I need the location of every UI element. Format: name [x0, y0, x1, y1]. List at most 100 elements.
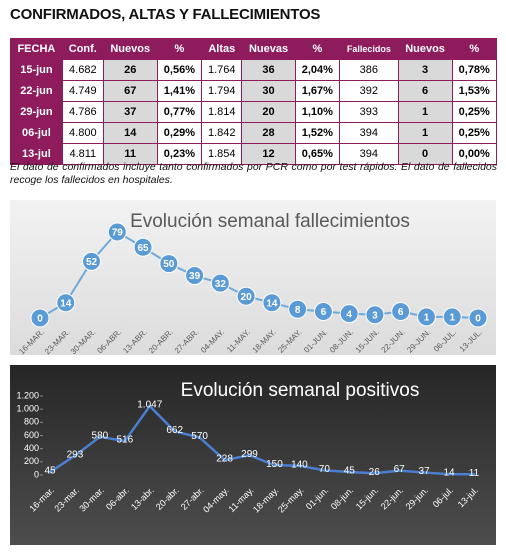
point	[422, 471, 426, 475]
table-cell: 1,41%	[156, 80, 203, 102]
data-label: 8	[295, 305, 301, 316]
header-cell: Nuevos	[102, 38, 158, 60]
chart-positives: Evolución semanal positivos 0 200 400 600 80…	[10, 365, 496, 545]
point	[262, 293, 282, 313]
table-cell: 37	[102, 101, 158, 123]
table-cell: 1	[397, 101, 453, 123]
point	[210, 273, 230, 293]
header-cell: Nuevas	[241, 38, 296, 60]
y-tick-label: 200	[24, 456, 39, 466]
data-label: 50	[163, 259, 175, 270]
table-cell: 0,25%	[451, 122, 497, 144]
table-cell: 30	[241, 80, 296, 102]
point	[223, 458, 227, 462]
y-tick-label: 800	[24, 417, 39, 427]
point	[347, 470, 351, 474]
point	[198, 435, 202, 439]
table-cell: 4.786	[61, 101, 104, 123]
table-row: 22-jun 4.749 67 1,41% 1.794 30 1,67% 392 6 1,53%	[10, 80, 497, 102]
header-cell: Fallecidos	[339, 38, 399, 60]
point	[159, 254, 179, 274]
data-label: 14	[443, 468, 455, 479]
table-cell: 3	[397, 59, 453, 81]
chart-background	[10, 365, 496, 545]
point	[297, 464, 301, 468]
y-tick-label: 400	[24, 443, 39, 453]
point	[442, 307, 462, 327]
y-tick-label: 1.200	[16, 390, 39, 400]
data-label: 11	[469, 468, 480, 479]
data-label: 65	[137, 243, 149, 254]
point	[365, 305, 385, 325]
table-cell: 15-jun	[10, 59, 63, 81]
point	[288, 299, 308, 319]
point	[313, 301, 333, 321]
chart-title: Evolución semanal fallecimientos	[130, 211, 410, 232]
data-label: 516	[116, 435, 133, 446]
table-row: 29-jun 4.786 37 0,77% 1.814 20 1,10% 393 1 0,25%	[10, 101, 497, 123]
table-cell: 1.854	[201, 143, 243, 165]
data-label: 6	[398, 307, 404, 318]
header-row: FECHA Conf. Nuevos% Altas Nuevas% Fallecidos N…	[10, 38, 497, 60]
table-cell: 1	[397, 122, 453, 144]
header-cell: FECHA	[10, 38, 63, 60]
data-label: 150	[266, 459, 283, 470]
header-cell: %	[156, 38, 203, 60]
table-cell: 1.764	[201, 59, 243, 81]
point	[322, 468, 326, 472]
table-cell: 4.800	[61, 122, 104, 144]
data-label: 580	[92, 430, 109, 441]
table-cell: 0,25%	[451, 101, 497, 123]
line	[49, 404, 475, 476]
y-tick-label: 0	[34, 469, 39, 479]
header-cell: Nuevos	[397, 38, 453, 60]
point	[372, 471, 376, 475]
table-cell: 0,29%	[156, 122, 203, 144]
chart-title: Evolución semanal positivos	[181, 380, 420, 401]
data-label: 140	[291, 459, 308, 470]
header-cell: %	[451, 38, 497, 60]
data-label: 26	[369, 467, 381, 478]
data-label: 14	[60, 298, 72, 309]
table-cell: 1.794	[201, 80, 243, 102]
table-cell: 26	[102, 59, 158, 81]
data-label: 32	[215, 279, 227, 290]
table-cell: 14	[102, 122, 158, 144]
data-label: 570	[191, 431, 208, 442]
page-title: CONFIRMADOS, ALTAS Y FALLECIMIENTOS	[10, 6, 321, 23]
table-cell: 0,77%	[156, 101, 203, 123]
point	[98, 435, 102, 439]
point	[397, 469, 401, 473]
table-cell: 22-jun	[10, 80, 63, 102]
point	[56, 293, 76, 313]
chart-deaths: Evolución semanal fallecimientos 016-MAR…	[10, 200, 496, 355]
data-label: 45	[344, 466, 356, 477]
table-cell: 0,00%	[451, 143, 497, 165]
table-cell: 1.814	[201, 101, 243, 123]
header-cell: Conf.	[61, 38, 104, 60]
point	[148, 404, 152, 408]
point	[248, 453, 252, 457]
table-cell: 394	[339, 143, 399, 165]
data-label: 662	[166, 425, 183, 436]
table-row: 13-jul 4.811 11 0,23% 1.854 12 0,65% 394 0 0,00%	[10, 143, 497, 165]
point	[416, 307, 436, 327]
data-label: 228	[216, 454, 233, 465]
table-cell: 13-jul	[10, 143, 63, 165]
y-tick-label: 600	[24, 430, 39, 440]
data-label: 14	[266, 298, 278, 309]
table-cell: 394	[339, 122, 399, 144]
note: El dato de confirmados incluye tanto con…	[10, 161, 497, 186]
table-cell: 4.682	[61, 59, 104, 81]
table-cell: 0	[397, 143, 453, 165]
point	[236, 286, 256, 306]
data-label: 45	[44, 466, 56, 477]
data-table: FECHA Conf. Nuevos% Altas Nuevas% Fallecidos N…	[10, 38, 497, 165]
point	[185, 266, 205, 286]
table-row: 15-jun 4.682 26 0,56% 1.764 36 2,04% 386 3 0,78%	[10, 59, 497, 81]
table-cell: 392	[339, 80, 399, 102]
table-cell: 6	[397, 80, 453, 102]
data-label: 39	[189, 271, 201, 282]
point	[272, 463, 276, 467]
